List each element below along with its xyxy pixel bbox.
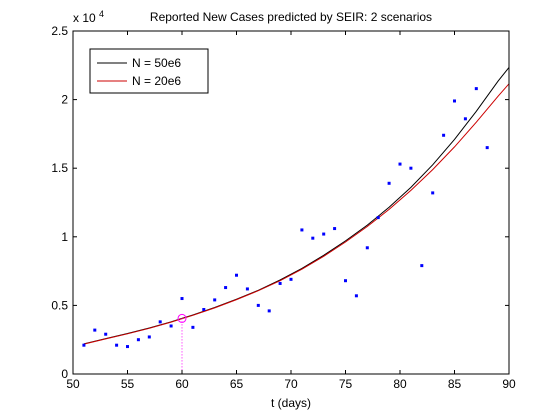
x-tick-label: 90 <box>502 377 516 391</box>
data-points <box>82 87 489 349</box>
data-point <box>409 166 413 170</box>
data-point <box>344 279 347 283</box>
series-lines <box>83 67 510 345</box>
axis-ticks: 50 55 60 65 70 75 80 85 90 0 0.5 1 1.5 2 2.5 <box>51 24 516 391</box>
x-tick-label: 85 <box>448 377 462 391</box>
x-tick-label: 65 <box>230 377 244 391</box>
y-tick-label: 0.5 <box>51 298 68 312</box>
x-tick-label: 55 <box>121 377 135 391</box>
data-point <box>213 298 217 302</box>
data-point <box>202 308 206 312</box>
data-point <box>278 281 282 285</box>
data-point <box>474 87 478 91</box>
data-point <box>322 232 326 236</box>
data-point <box>256 303 260 307</box>
data-point <box>442 133 446 137</box>
data-point <box>136 338 140 342</box>
y-axis-exponent: x 10 4 <box>73 9 104 25</box>
data-point <box>82 343 86 347</box>
data-point <box>158 320 162 324</box>
data-point <box>300 228 304 232</box>
x-tick-label: 60 <box>175 377 189 391</box>
legend-label: N = 50e6 <box>132 56 181 70</box>
data-point <box>235 273 238 277</box>
x-tick-label: 80 <box>393 377 407 391</box>
data-point <box>147 335 151 339</box>
data-point <box>453 99 456 103</box>
data-point <box>115 343 119 347</box>
data-point <box>191 325 195 329</box>
data-point <box>354 294 358 298</box>
data-point <box>463 117 467 121</box>
data-point <box>126 345 129 349</box>
y-tick-label: 0 <box>61 367 68 381</box>
data-point <box>376 216 380 220</box>
highlight-marker <box>177 313 187 323</box>
data-point <box>420 264 424 268</box>
y-exponent-base: x 10 <box>73 11 96 25</box>
data-point <box>180 297 184 301</box>
legend-box <box>89 48 209 94</box>
data-point <box>431 191 435 195</box>
data-point <box>387 181 391 185</box>
data-point <box>485 146 489 150</box>
data-point <box>224 286 228 290</box>
data-point <box>289 277 293 281</box>
series-line <box>83 83 510 345</box>
data-point <box>104 332 108 336</box>
chart-title: Reported New Cases predicted by SEIR: 2 … <box>150 10 432 24</box>
data-point <box>311 236 315 240</box>
data-point <box>267 309 271 313</box>
legend: N = 50e6 N = 20e6 <box>89 48 209 94</box>
x-axis-label: t (days) <box>271 396 311 410</box>
x-tick-label: 50 <box>66 377 80 391</box>
data-point <box>333 227 337 231</box>
data-point <box>365 246 369 250</box>
y-tick-label: 1.5 <box>51 161 68 175</box>
data-point <box>93 328 97 332</box>
y-tick-label: 1 <box>61 230 68 244</box>
y-tick-label: 2 <box>61 93 68 107</box>
data-point <box>245 287 249 291</box>
x-tick-label: 75 <box>339 377 353 391</box>
y-tick-label: 2.5 <box>51 24 68 38</box>
data-point <box>398 162 402 166</box>
legend-label: N = 20e6 <box>132 74 181 88</box>
highlight-layer <box>177 313 187 374</box>
x-tick-label: 70 <box>284 377 298 391</box>
data-point <box>169 324 173 328</box>
y-exponent-power: 4 <box>99 9 104 19</box>
